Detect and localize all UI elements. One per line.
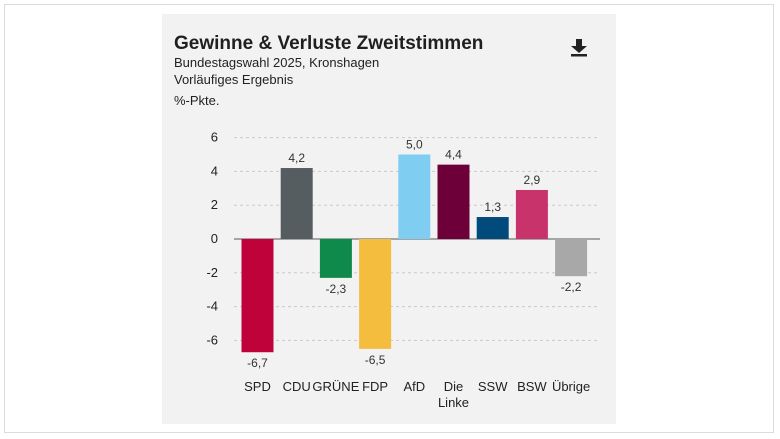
bar [437, 164, 470, 239]
chart-subtitle-result: Vorläufiges Ergebnis [174, 72, 294, 87]
bar [515, 189, 548, 239]
category-label: Linke [438, 395, 469, 410]
chart-title: Gewinne & Verluste Zweitstimmen [174, 33, 484, 54]
category-label: FDP [362, 379, 388, 394]
bar-value-label: -2,3 [326, 282, 347, 296]
bar-value-label: 1,3 [484, 200, 501, 214]
bar-value-label: 4,2 [288, 151, 305, 165]
category-label: SPD [244, 379, 271, 394]
bar-value-label: -6,5 [365, 353, 386, 367]
y-tick-label: 4 [211, 163, 218, 178]
category-label: GRÜNE [312, 379, 359, 394]
bar [241, 239, 274, 353]
bar [280, 168, 313, 239]
bar-value-label: 5,0 [406, 138, 423, 152]
bar [555, 239, 588, 277]
y-tick-label: 2 [211, 197, 218, 212]
y-tick-label: -4 [206, 299, 218, 314]
category-label: SSW [478, 379, 508, 394]
bar [319, 239, 352, 278]
chart-card: Gewinne & Verluste Zweitstimmen Bundesta… [162, 14, 616, 424]
y-tick-label: 0 [211, 231, 218, 246]
y-tick-label: -6 [206, 332, 218, 347]
y-axis-unit: %-Pkte. [174, 93, 220, 108]
y-tick-label: -2 [206, 265, 218, 280]
bar-value-label: -2,2 [561, 280, 582, 294]
bar [398, 154, 431, 239]
download-button[interactable] [568, 36, 590, 58]
category-label: AfD [403, 379, 425, 394]
chart-subtitle: Bundestagswahl 2025, Kronshagen [174, 55, 380, 70]
category-label: CDU [283, 379, 311, 394]
screenshot-frame [4, 4, 774, 433]
y-tick-label: 6 [211, 130, 218, 145]
bar-value-label: 2,9 [524, 173, 541, 187]
bar-chart: 6 4 2 0 -2 -4 -6 -6,7 SPD 4,2 CDU -2,3 GRÜNE -6,5 FDP 5… [206, 130, 600, 410]
bar-value-label: 4,4 [445, 148, 462, 162]
category-label: BSW [517, 379, 547, 394]
bar [476, 217, 509, 239]
bar [359, 239, 392, 349]
download-icon [571, 39, 587, 57]
category-label: Übrige [552, 379, 590, 394]
bar-value-label: -6,7 [247, 356, 268, 370]
category-label: Die [444, 379, 464, 394]
